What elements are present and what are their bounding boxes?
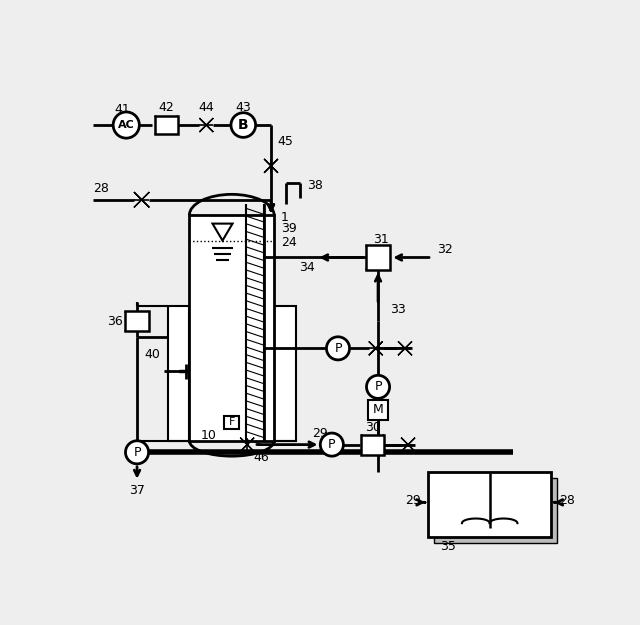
Bar [435, 478, 557, 543]
Text: 42: 42 [159, 101, 174, 114]
Text: 38: 38 [307, 179, 323, 192]
Text: 39: 39 [281, 222, 297, 236]
Text: 30: 30 [365, 421, 381, 434]
Text: 46: 46 [253, 451, 269, 464]
Text: P: P [334, 342, 342, 355]
Polygon shape [401, 438, 415, 451]
Text: 33: 33 [390, 303, 405, 316]
Circle shape [125, 441, 148, 464]
Polygon shape [398, 341, 412, 355]
Text: 34: 34 [300, 261, 315, 274]
Text: 43: 43 [236, 101, 251, 114]
Bar [224, 416, 239, 429]
Polygon shape [134, 192, 149, 208]
Circle shape [320, 433, 344, 456]
Circle shape [113, 112, 140, 138]
Text: 28: 28 [93, 182, 109, 195]
Text: 29: 29 [404, 494, 420, 508]
Text: M: M [372, 404, 383, 416]
Text: P: P [328, 438, 335, 451]
Polygon shape [369, 341, 383, 355]
Polygon shape [398, 341, 412, 355]
Text: AC: AC [118, 120, 134, 130]
Bar [361, 434, 384, 454]
Text: 24: 24 [281, 236, 297, 249]
Text: 1: 1 [281, 211, 289, 224]
Bar [125, 311, 149, 331]
Bar [428, 471, 551, 537]
Text: P: P [133, 446, 141, 459]
Text: 36: 36 [108, 315, 123, 328]
Polygon shape [401, 438, 415, 451]
Polygon shape [369, 341, 383, 355]
Circle shape [231, 112, 255, 138]
Text: 10: 10 [201, 429, 216, 442]
Text: 37: 37 [129, 484, 145, 498]
Polygon shape [200, 118, 213, 132]
Polygon shape [264, 159, 278, 172]
Polygon shape [134, 192, 149, 208]
Text: B: B [238, 118, 248, 132]
Polygon shape [240, 438, 254, 451]
Text: 45: 45 [277, 136, 293, 149]
Bar [168, 306, 189, 441]
Circle shape [367, 375, 390, 398]
Text: 32: 32 [437, 243, 453, 256]
Text: 40: 40 [144, 348, 160, 361]
Text: 28: 28 [559, 494, 575, 508]
Bar [155, 116, 178, 134]
Bar [368, 400, 388, 420]
Bar [189, 215, 274, 441]
Bar [365, 245, 390, 270]
Polygon shape [264, 159, 278, 172]
Text: P: P [374, 381, 382, 393]
Text: 31: 31 [373, 233, 389, 246]
Text: 44: 44 [198, 101, 214, 114]
Bar [274, 306, 296, 441]
Polygon shape [240, 438, 254, 451]
Text: 35: 35 [440, 540, 456, 552]
Text: 41: 41 [115, 103, 131, 116]
Text: 29: 29 [312, 426, 328, 439]
Circle shape [326, 337, 349, 360]
Polygon shape [200, 118, 213, 132]
Text: F: F [228, 418, 235, 428]
